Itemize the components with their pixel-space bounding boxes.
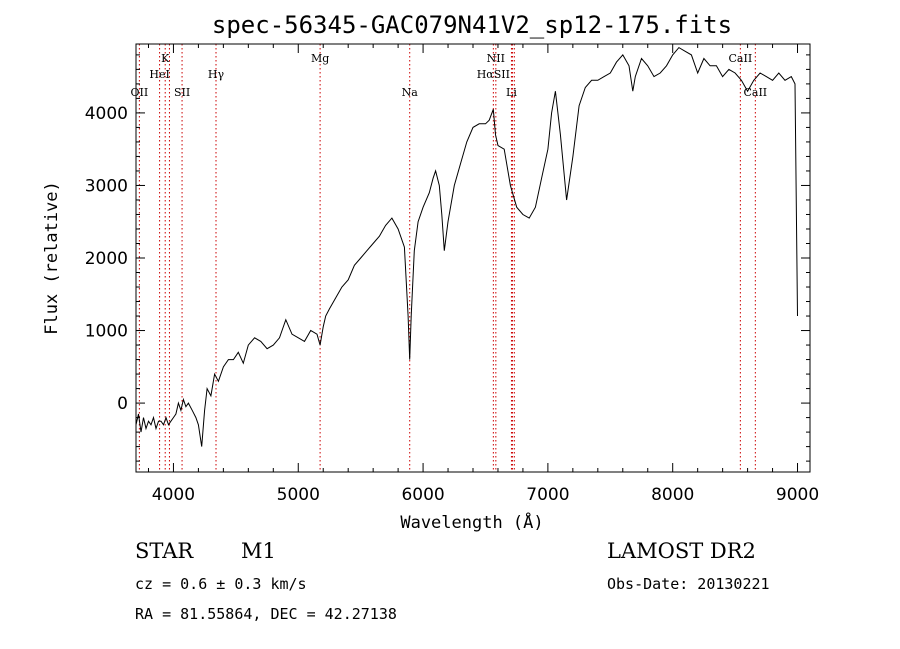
redshift-value: cz = 0.6 ± 0.3 km/s [135,575,307,593]
marker-label-0: K [161,52,170,65]
marker-label-8: HαSII [477,68,510,81]
survey-name: LAMOST DR2 [607,539,756,563]
marker-label-3: SII [174,86,190,99]
marker-label-5: Mg [311,52,329,65]
spectrum-line [135,46,798,447]
x-tick-label: 8000 [651,485,694,505]
chart-title: spec-56345-GAC079N41V2_sp12-175.fits [212,11,732,39]
y-axis-ticks: 0 1000 2000 3000 4000 [85,54,810,462]
y-tick-label: 1000 [85,322,128,342]
x-tick-label: 7000 [526,485,569,505]
object-class: STAR [135,539,194,563]
marker-label-4: Hγ [208,68,225,81]
x-tick-label: 9000 [776,485,819,505]
marker-label-11: CaII [743,86,767,99]
marker-label-1: HeI [149,68,169,81]
marker-label-6: Na [402,86,419,99]
marker-label-9: Li [506,86,517,99]
plot-frame [135,43,811,473]
object-subclass: M1 [241,539,276,563]
ra-dec: RA = 81.55864, DEC = 42.27138 [135,605,397,623]
x-tick-label: 5000 [277,485,320,505]
y-tick-label: 2000 [85,249,128,269]
y-tick-label: 4000 [85,104,128,124]
obs-date: Obs-Date: 20130221 [607,575,770,593]
marker-label-10: CaII [729,52,753,65]
y-axis-label: Flux (relative) [42,181,62,335]
marker-label-7: NII [487,52,505,65]
emission-line-markers [138,44,756,472]
y-tick-label: 3000 [85,176,128,196]
marker-label-2: OII [131,86,149,99]
x-axis-label: Wavelength (Å) [400,511,543,533]
x-axis-ticks: 4000 5000 6000 7000 8000 9000 [147,44,819,505]
x-tick-label: 6000 [401,485,444,505]
y-tick-label: 0 [117,394,128,414]
x-tick-label: 4000 [152,485,195,505]
